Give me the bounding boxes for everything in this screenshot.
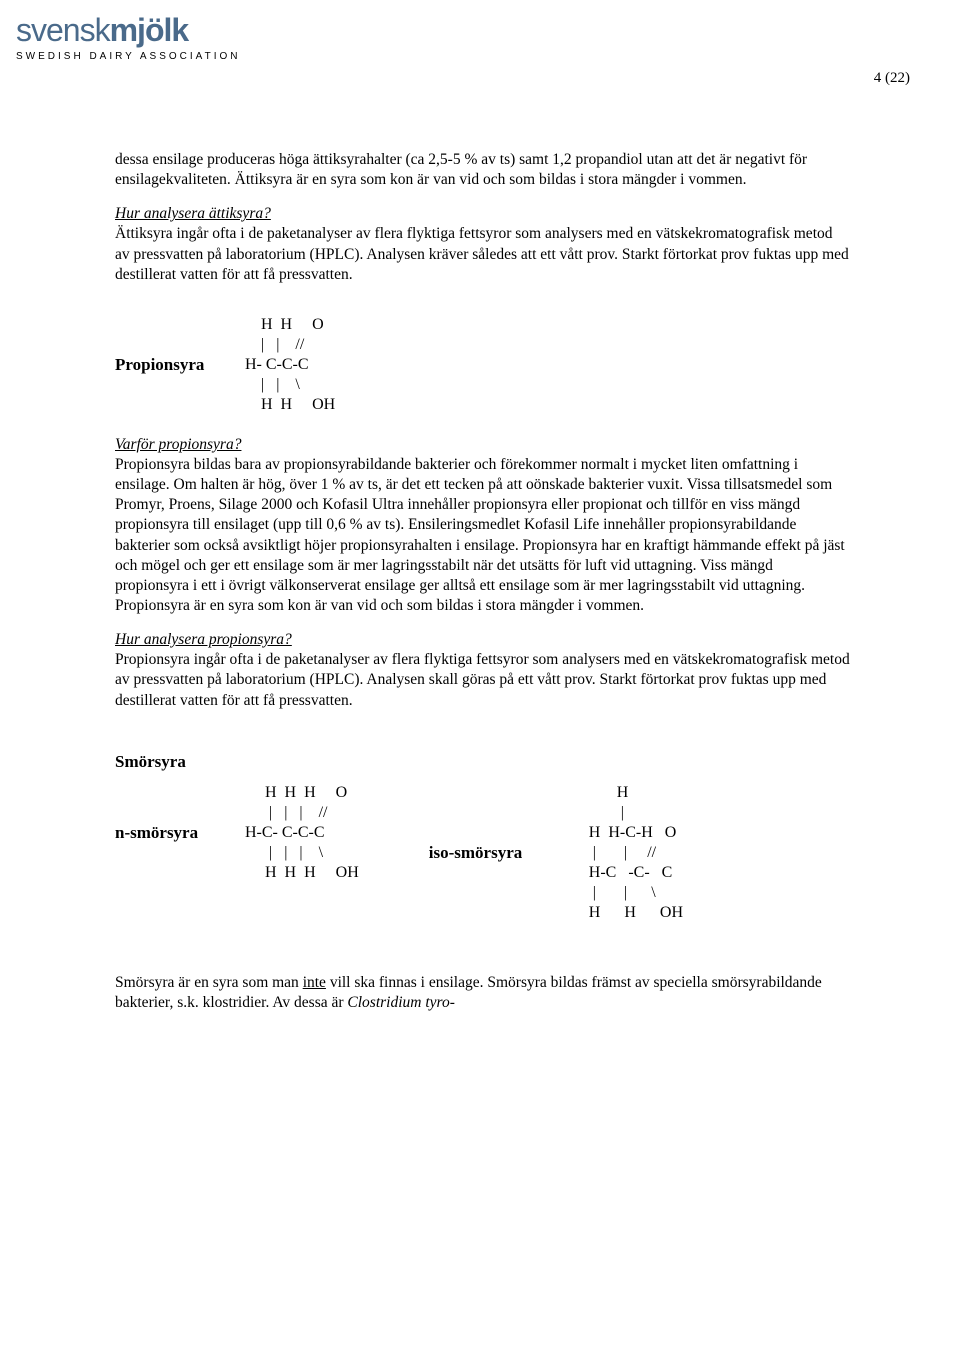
smorsyra-title: Smörsyra <box>115 751 850 773</box>
n-smorsyra-formula: H H H O | | | // H-C- C-C-C | | | \ H H … <box>245 783 359 883</box>
heading-varfor-propionsyra: Varför propionsyra? <box>115 435 850 455</box>
paragraph-smorsyra: Smörsyra är en syra som man inte vill sk… <box>115 973 850 1013</box>
iso-smorsyra-formula: H | H H-C-H O | | // H-C -C- C | | \ H H… <box>569 783 683 923</box>
logo-subtitle: SWEDISH DAIRY ASSOCIATION <box>16 51 240 62</box>
text-italic-clostridium: Clostridium tyro- <box>347 994 455 1011</box>
logo-text: svenskmjölk <box>16 12 240 49</box>
document-body: dessa ensilage produceras höga ättiksyra… <box>115 150 850 1027</box>
logo: svenskmjölk SWEDISH DAIRY ASSOCIATION <box>16 12 240 62</box>
logo-svensk: svensk <box>16 12 110 48</box>
page-number: 4 (22) <box>874 70 910 87</box>
paragraph-propionsyra-analys: Propionsyra ingår ofta i de paketanalyse… <box>115 650 850 710</box>
text-part-a: Smörsyra är en syra som man <box>115 974 303 991</box>
paragraph-propionsyra: Propionsyra bildas bara av propionsyrabi… <box>115 455 850 616</box>
heading-text: Hur analysera propionsyra? <box>115 631 292 648</box>
propionsyra-label: Propionsyra <box>115 354 245 376</box>
paragraph-intro: dessa ensilage produceras höga ättiksyra… <box>115 150 850 190</box>
iso-smorsyra-label: iso-smörsyra <box>429 842 569 864</box>
propionsyra-structure: Propionsyra H H O | | // H- C-C-C | | \ … <box>115 315 850 415</box>
n-smorsyra-label: n-smörsyra <box>115 822 245 844</box>
heading-text: Varför propionsyra? <box>115 436 241 453</box>
paragraph-attiksyra-analys: Ättiksyra ingår ofta i de paketanalyser … <box>115 224 850 284</box>
heading-analysera-propionsyra: Hur analysera propionsyra? <box>115 630 850 650</box>
logo-mjolk: mjölk <box>110 12 189 48</box>
smorsyra-section: Smörsyra n-smörsyra H H H O | | | // H-C… <box>115 751 850 923</box>
propionsyra-formula: H H O | | // H- C-C-C | | \ H H OH <box>245 315 335 415</box>
heading-analysera-attiksyra: Hur analysera ättiksyra? <box>115 204 850 224</box>
heading-text: Hur analysera ättiksyra? <box>115 205 271 222</box>
text-underline-inte: inte <box>303 974 326 991</box>
